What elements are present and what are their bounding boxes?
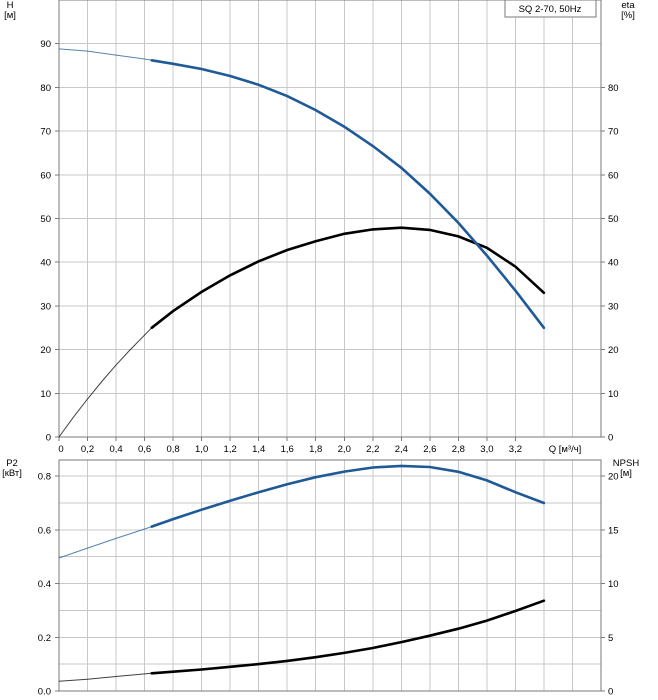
x-tick-label: 2,8 <box>452 444 465 455</box>
y2-tick-label: 0 <box>608 433 613 444</box>
x-tick-label: 0 <box>58 444 63 455</box>
series-eta-line <box>150 226 546 330</box>
x-tick-label: 3,2 <box>509 444 522 455</box>
y-tick-label: 0.0 <box>38 687 51 698</box>
y-tick-label: 60 <box>40 170 51 181</box>
y-tick-label: 80 <box>40 83 51 94</box>
y2-tick-label: 40 <box>608 258 619 269</box>
y-tick-label: 20 <box>40 345 51 356</box>
x-tick-label: 2,0 <box>338 444 351 455</box>
y-tick-label: 0.8 <box>38 472 51 483</box>
y2-tick-label: 30 <box>608 301 619 312</box>
x-tick-label: 0,8 <box>166 444 179 455</box>
x-tick-label: 2,4 <box>395 444 408 455</box>
title-box <box>504 0 597 18</box>
lower-panel: 0.0 0.2 0.4 0.6 0.8 0 5 10 15 20 P2 [кВт] NPSH [м] <box>2 458 639 698</box>
chart-title: SQ 2-70, 50Hz <box>519 4 582 15</box>
y2-tick-label: 60 <box>608 170 619 181</box>
x-tick-label: 0,6 <box>138 444 151 455</box>
y2-tick-label: 20 <box>608 472 619 483</box>
x-tick-label: 2,2 <box>366 444 379 455</box>
y-tick-label: 90 <box>40 39 51 50</box>
x-tick-label: 1,2 <box>224 444 237 455</box>
series-npsh-line <box>150 599 546 675</box>
y-tick-label: 0.6 <box>38 525 51 536</box>
series-eta-extrapolated-line <box>58 327 153 438</box>
y-axis-label: P2 [кВт] <box>2 458 22 479</box>
x-tick-label: 1,6 <box>281 444 294 455</box>
y-tick-label: 40 <box>40 258 51 269</box>
x-tick-label: 1,8 <box>309 444 322 455</box>
y-tick-label: 70 <box>40 127 51 138</box>
y-tick-label: 50 <box>40 214 51 225</box>
x-axis-label: Q [м³/ч] <box>549 444 582 455</box>
y2-tick-label: 80 <box>608 83 619 94</box>
y-tick-label: 10 <box>40 389 51 400</box>
series-h-extrapolated-line <box>58 48 152 61</box>
y-tick-label: 0.2 <box>38 633 51 644</box>
x-tick-label: 0,4 <box>109 444 122 455</box>
upper-panel: 0 10 20 30 40 50 60 70 80 90 0 10 20 30 40 50 60 70 80 0 0,2… <box>4 0 635 455</box>
y2-axis-label: NPSH [м] <box>613 458 640 479</box>
series-npsh-extrapolated-line <box>58 672 152 682</box>
y2-tick-label: 10 <box>608 579 619 590</box>
x-tick-label: 1,4 <box>252 444 265 455</box>
y2-tick-label: 15 <box>608 525 619 536</box>
y2-tick-label: 20 <box>608 345 619 356</box>
x-tick-label: 1,0 <box>195 444 208 455</box>
y2-tick-label: 10 <box>608 389 619 400</box>
y-tick-label: 0.4 <box>38 579 51 590</box>
series-h-line <box>150 59 546 330</box>
y-tick-label: 30 <box>40 301 51 312</box>
y2-tick-label: 0 <box>608 687 613 698</box>
y-axis-label: H [м] <box>4 0 16 21</box>
x-tick-label: 0,2 <box>81 444 94 455</box>
x-tick-label: 2,6 <box>423 444 436 455</box>
x-tick-label: 3,0 <box>480 444 493 455</box>
y2-axis-label: eta [%] <box>621 0 635 21</box>
y2-tick-label: 70 <box>608 127 619 138</box>
y2-tick-label: 5 <box>608 633 613 644</box>
series-p2-extrapolated-line <box>58 526 152 559</box>
series-p2-line <box>150 464 546 528</box>
plot-frame <box>58 459 602 692</box>
y-tick-label: 0 <box>46 433 51 444</box>
y2-tick-label: 50 <box>608 214 619 225</box>
